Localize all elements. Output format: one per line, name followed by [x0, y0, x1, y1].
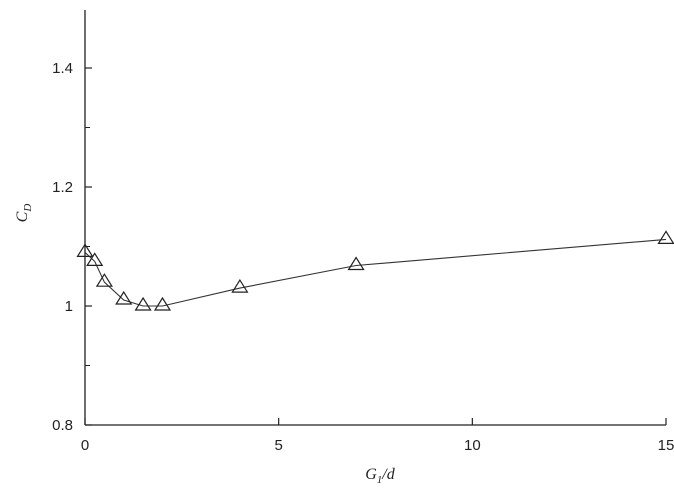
- x-axis-title-main: G: [365, 466, 377, 483]
- plot-area: 0 5 10 15 0.8 1 1.2 1.4: [52, 10, 674, 454]
- y-axis-ticks: 0.8 1 1.2 1.4: [52, 60, 92, 434]
- x-axis-title-suffix: /d: [381, 466, 395, 483]
- data-point-triangle: [115, 290, 133, 305]
- series-line: [84, 238, 667, 307]
- x-tick-label: 10: [464, 437, 481, 454]
- data-point-triangle: [347, 256, 365, 271]
- y-tick-label: 1.4: [52, 60, 73, 77]
- data-point-triangle: [95, 273, 113, 287]
- x-tick-label: 15: [658, 437, 674, 454]
- y-tick-label: 1: [65, 298, 73, 315]
- y-axis-title: CD: [14, 204, 34, 223]
- x-axis-title: G1/d: [365, 466, 396, 486]
- data-point-triangle: [76, 243, 94, 257]
- y-tick-label: 0.8: [52, 417, 73, 434]
- x-tick-label: 0: [81, 437, 89, 454]
- y-axis-title-main: C: [14, 211, 31, 222]
- x-axis-ticks: 0 5 10 15: [81, 418, 674, 454]
- series-markers: [76, 230, 674, 311]
- data-point-triangle: [231, 278, 249, 293]
- series-line-group: [84, 238, 667, 307]
- data-point-triangle: [153, 296, 172, 311]
- data-point-triangle: [86, 252, 104, 266]
- data-point-triangle: [657, 230, 674, 244]
- y-tick-label: 1.2: [52, 179, 73, 196]
- x-tick-label: 5: [274, 437, 282, 454]
- x-axis-title-sub: 1: [377, 474, 383, 486]
- y-axis-title-sub: D: [22, 204, 34, 213]
- data-point-triangle: [134, 296, 152, 311]
